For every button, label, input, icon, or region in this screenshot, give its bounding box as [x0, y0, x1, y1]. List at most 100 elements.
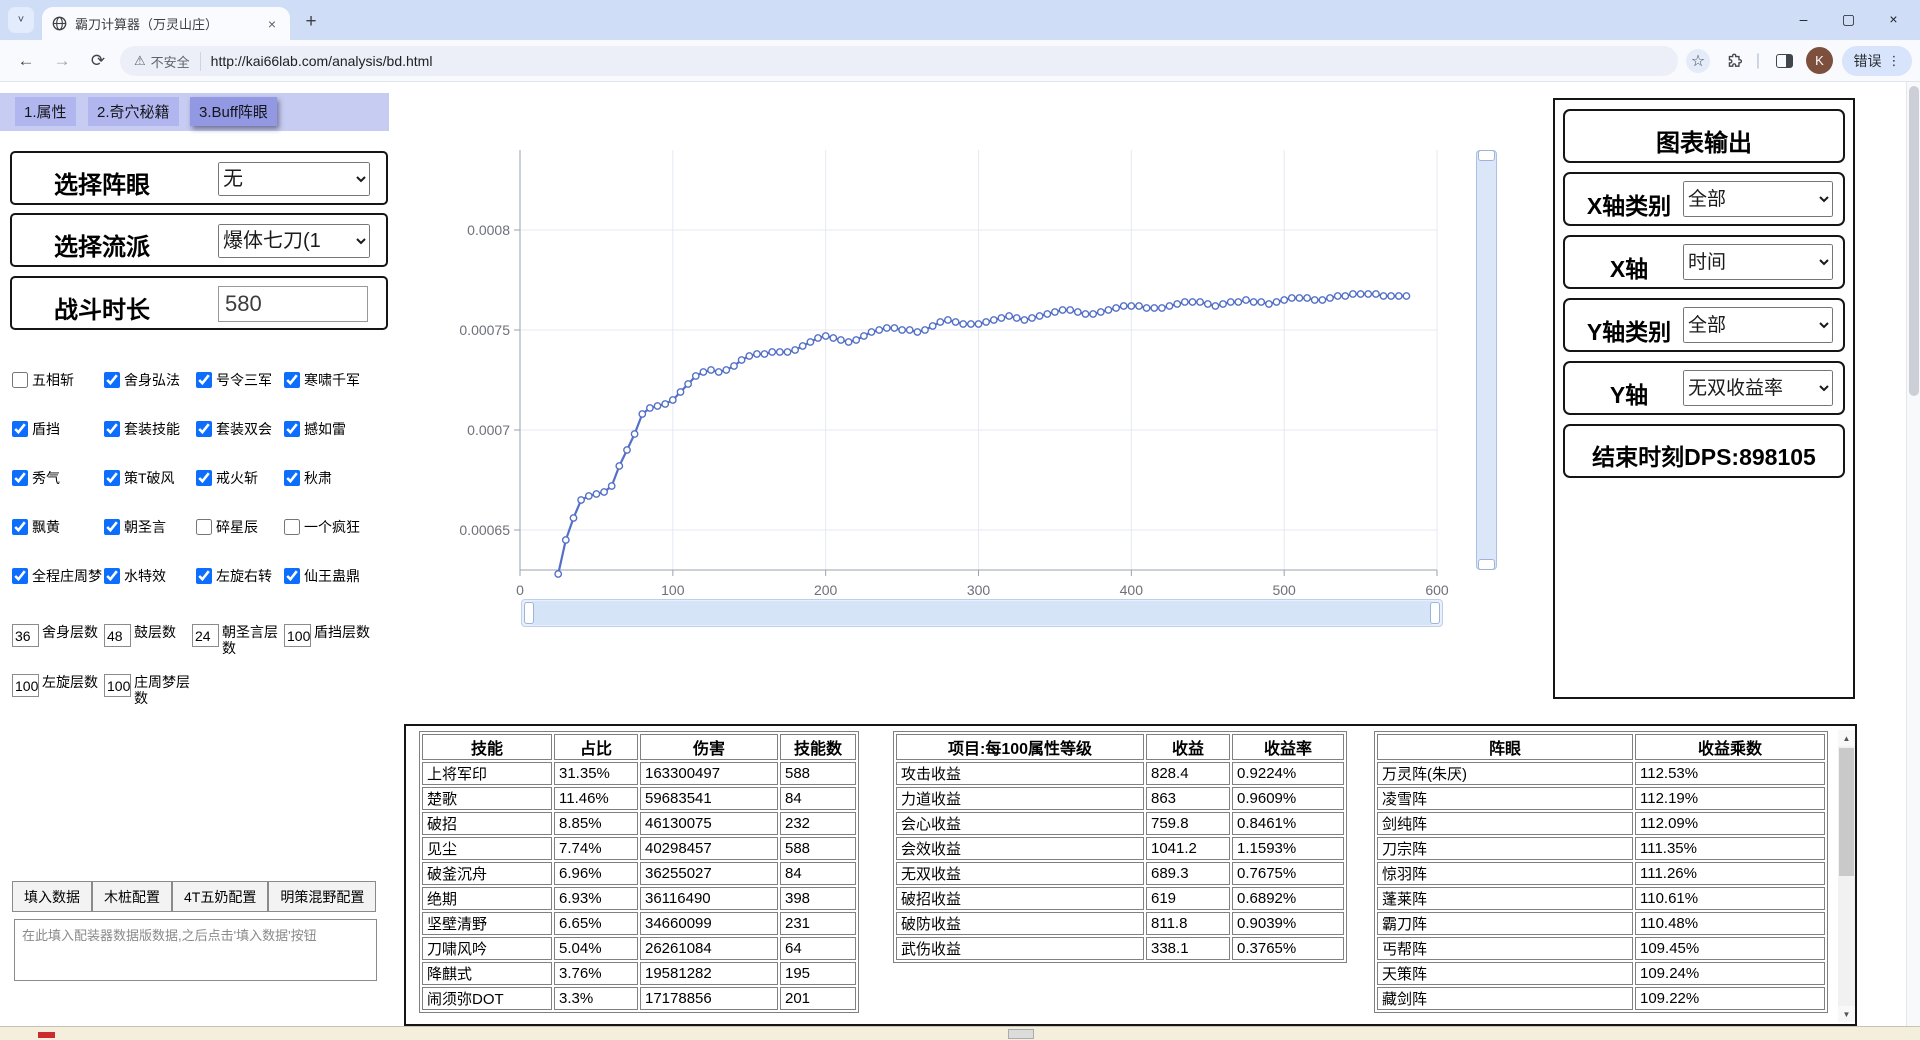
buff-checkbox[interactable] — [12, 519, 28, 535]
buff-checkbox-item-9[interactable]: 策T破风 — [104, 470, 196, 487]
skill-damage-table: 技能 占比 伤害 技能数 上将军印 31.35% 163300497 588 楚歌 11.46% 5… — [419, 731, 859, 1013]
datazoom-handle-left[interactable] — [524, 602, 534, 624]
extensions-icon[interactable] — [1724, 49, 1748, 73]
vertical-datazoom-slider[interactable] — [1476, 150, 1497, 570]
buff-checkbox-item-4[interactable]: 盾挡 — [12, 421, 104, 438]
buff-checkbox[interactable] — [196, 421, 212, 437]
tab-close-icon[interactable]: × — [267, 15, 277, 32]
buff-checkbox[interactable] — [284, 519, 300, 535]
buff-checkbox[interactable] — [196, 568, 212, 584]
x-axis-select[interactable]: 时间 — [1683, 244, 1833, 280]
buff-checkbox-item-16[interactable]: 全程庄周梦 — [12, 568, 104, 585]
browser-menu-button[interactable]: 错误 ⋮ — [1842, 46, 1912, 76]
tab-qixue[interactable]: 2.奇穴秘籍 — [88, 97, 179, 126]
buff-checkbox[interactable] — [12, 421, 28, 437]
buff-checkbox-item-7[interactable]: 撼如雷 — [284, 421, 388, 438]
battle-time-input[interactable] — [218, 286, 368, 322]
buff-checkbox[interactable] — [196, 470, 212, 486]
y-axis-category-select[interactable]: 全部 — [1683, 307, 1833, 343]
window-minimize-button[interactable]: – — [1799, 11, 1808, 27]
url-bar[interactable]: ⚠ 不安全 http://kai66lab.com/analysis/bd.ht… — [120, 46, 1678, 76]
buff-checkbox-item-19[interactable]: 仙王蛊鼎 — [284, 568, 388, 585]
browser-tab[interactable]: 霸刀计算器（万灵山庄） × — [42, 7, 290, 40]
stack-count-input[interactable] — [104, 624, 131, 647]
buff-checkbox-item-12[interactable]: 飘黄 — [12, 519, 104, 536]
security-chip[interactable]: ⚠ 不安全 — [134, 51, 201, 71]
y-axis-category-row: Y轴类别 全部 — [1563, 298, 1845, 352]
tab-buff-formation[interactable]: 3.Buff阵眼 — [190, 97, 277, 126]
tab-search-button[interactable]: ˅ — [8, 7, 34, 33]
window-maximize-button[interactable]: ▢ — [1841, 10, 1856, 27]
gear-data-textarea[interactable] — [14, 919, 377, 981]
buff-checkbox-item-18[interactable]: 左旋右转 — [196, 568, 284, 585]
buff-checkbox[interactable] — [12, 568, 28, 584]
buff-checkbox[interactable] — [284, 372, 300, 388]
new-tab-button[interactable]: + — [305, 11, 317, 32]
buff-checkbox[interactable] — [104, 421, 120, 437]
reload-button[interactable]: ⟳ — [90, 51, 106, 70]
datazoom-handle-top[interactable] — [1478, 150, 1495, 161]
config-button-0[interactable]: 填入数据 — [12, 881, 92, 912]
stack-count-input[interactable] — [192, 624, 219, 647]
buff-checkbox-item-15[interactable]: 一个疯狂 — [284, 519, 388, 536]
column-header: 伤害 — [640, 734, 778, 760]
scrollbar-thumb[interactable] — [1839, 748, 1854, 876]
buff-checkbox[interactable] — [284, 421, 300, 437]
page-scrollbar-thumb[interactable] — [1909, 86, 1919, 396]
buff-checkbox-item-3[interactable]: 寒啸千军 — [284, 372, 388, 389]
buff-checkbox[interactable] — [104, 568, 120, 584]
formation-select[interactable]: 无 — [218, 162, 370, 196]
buff-checkbox[interactable] — [196, 519, 212, 535]
stack-count-input[interactable] — [284, 624, 311, 647]
back-button[interactable]: ← — [17, 51, 35, 70]
forward-button[interactable]: → — [53, 51, 71, 70]
y-axis-select[interactable]: 无双收益率 — [1683, 370, 1833, 406]
buff-checkbox[interactable] — [12, 372, 28, 388]
horizontal-datazoom-slider[interactable] — [521, 599, 1443, 627]
buff-checkbox-item-13[interactable]: 朝圣言 — [104, 519, 196, 536]
buff-checkbox-item-5[interactable]: 套装技能 — [104, 421, 196, 438]
tab-attributes[interactable]: 1.属性 — [15, 97, 76, 126]
build-select[interactable]: 爆体七刀(1 — [218, 224, 370, 258]
formation-table-scrollbar[interactable]: ▲ ▼ — [1838, 730, 1855, 1022]
page-scrollbar[interactable] — [1906, 82, 1920, 1040]
buff-checkbox-item-14[interactable]: 碎星辰 — [196, 519, 284, 536]
buff-checkbox-item-8[interactable]: 秀气 — [12, 470, 104, 487]
side-panel-icon[interactable] — [1772, 49, 1796, 73]
config-button-2[interactable]: 4T五奶配置 — [172, 881, 269, 912]
table-cell: 天策阵 — [1377, 962, 1633, 985]
buff-checkbox[interactable] — [104, 519, 120, 535]
dps-line-chart[interactable]: 0 100 200 300 400 500 600 0.00065 0.0007 0.00075 0… — [404, 90, 1544, 740]
buff-checkbox-item-1[interactable]: 舍身弘法 — [104, 372, 196, 389]
config-button-3[interactable]: 明策混野配置 — [268, 881, 377, 912]
config-button-1[interactable]: 木桩配置 — [92, 881, 172, 912]
buff-checkbox[interactable] — [196, 372, 212, 388]
table-cell: 0.8461% — [1232, 812, 1344, 835]
buff-checkbox-item-2[interactable]: 号令三军 — [196, 372, 284, 389]
buff-checkbox-item-11[interactable]: 秋肃 — [284, 470, 388, 487]
datazoom-selected-range[interactable] — [532, 601, 1432, 625]
datazoom-handle-right[interactable] — [1430, 602, 1440, 624]
x-axis-category-row: X轴类别 全部 — [1563, 172, 1845, 226]
scrollbar-down-arrow[interactable]: ▼ — [1838, 1006, 1855, 1022]
buff-checkbox[interactable] — [104, 372, 120, 388]
buff-checkbox-item-10[interactable]: 戒火斩 — [196, 470, 284, 487]
window-close-button[interactable]: × — [1889, 11, 1898, 27]
buff-checkbox[interactable] — [104, 470, 120, 486]
buff-checkbox[interactable] — [284, 568, 300, 584]
buff-checkbox-item-6[interactable]: 套装双会 — [196, 421, 284, 438]
stack-count-input[interactable] — [104, 674, 131, 697]
buff-checkbox-item-0[interactable]: 五相斩 — [12, 372, 104, 389]
profile-avatar[interactable]: K — [1806, 47, 1833, 74]
buff-checkbox[interactable] — [284, 470, 300, 486]
bookmark-star-icon[interactable]: ☆ — [1686, 49, 1710, 73]
datazoom-handle-bottom[interactable] — [1478, 559, 1495, 570]
column-header: 技能数 — [780, 734, 856, 760]
x-axis-category-select[interactable]: 全部 — [1683, 181, 1833, 217]
buff-checkbox[interactable] — [12, 470, 28, 486]
browser-titlebar: ˅ 霸刀计算器（万灵山庄） × + – ▢ × — [0, 0, 1920, 40]
stack-count-input[interactable] — [12, 674, 39, 697]
scrollbar-up-arrow[interactable]: ▲ — [1838, 730, 1855, 746]
stack-count-input[interactable] — [12, 624, 39, 647]
buff-checkbox-item-17[interactable]: 水特效 — [104, 568, 196, 585]
